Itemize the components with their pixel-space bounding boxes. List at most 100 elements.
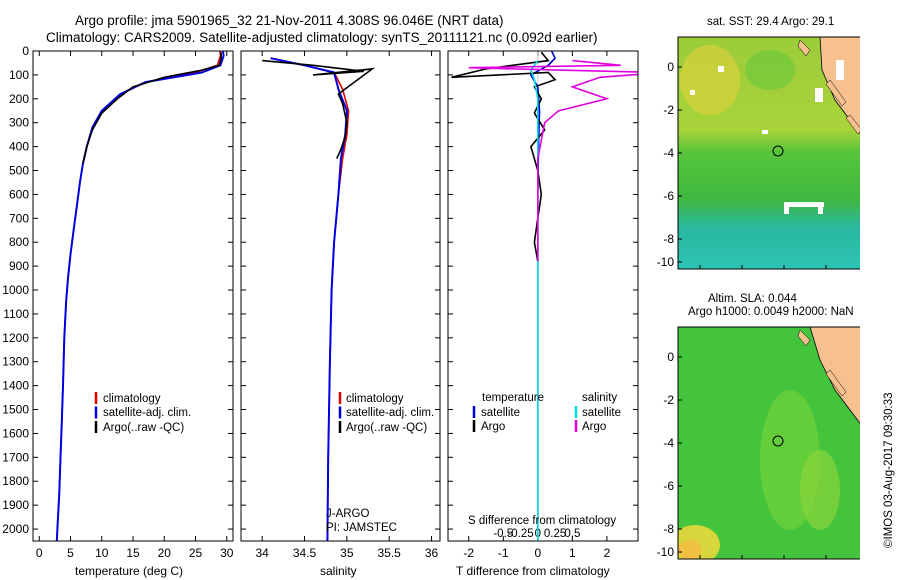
series-climatology [270,57,350,541]
map-y-tick-label: -8 [663,232,674,246]
y-tick-label: 500 [9,164,29,178]
series-satellite-adj-clim- [55,51,225,541]
map-y-tick-label: 0 [667,60,674,74]
map-y-tick-label: -2 [663,393,674,407]
y-tick-label: 200 [9,92,29,106]
sla-map-title-line1: Altim. SLA: 0.044 [708,293,797,305]
series-salinity-argo [468,59,638,262]
map-y-tick-label: -4 [663,146,674,160]
figure-title-line2: Climatology: CARS2009. Satellite-adjuste… [46,30,598,45]
x-tick-label: 35.5 [378,546,402,560]
temperature-xlabel: temperature (deg C) [75,564,184,578]
y-tick-label: 1500 [2,403,29,417]
x-tick-label: 0 [36,546,43,560]
series-satellite-adj-clim- [270,57,348,541]
y-tick-label: 1800 [2,474,29,488]
plot-frame [32,50,234,542]
y-tick-label: 1200 [2,331,29,345]
s-tick-label: -0.5 [493,528,513,540]
map-y-tick-label: -6 [663,189,674,203]
series-group [262,57,376,541]
map-y-tick-label: -10 [657,545,675,559]
map-y-tick-label: -8 [663,522,674,536]
temp-legend-climatology: climatology [103,393,161,405]
y-tick-label: 400 [9,140,29,154]
x-tick-label: 0 [534,546,541,560]
map-y-tick-label: -6 [663,479,674,493]
diff-legend-sal-argo: Argo [582,421,607,433]
s-difference-xlabel: S difference from climatology [468,515,617,527]
y-tick-label: 1400 [2,379,29,393]
series-group [451,51,638,541]
legend-swatches [94,392,578,433]
x-tick-label: 34.5 [293,546,317,560]
s-tick-label: -0.25 [507,528,533,540]
s-tick-label: 0.5 [564,528,580,540]
annotation-pi: PI: JAMSTEC [326,522,397,534]
x-tick-label: 15 [126,546,140,560]
imos-credit: ©IMOS 03-Aug-2017 09:30:33 [883,392,895,548]
y-tick-label: 300 [9,116,29,130]
x-tick-label: 34 [255,546,269,560]
y-tick-label: 600 [9,187,29,201]
plot-frame [240,50,441,542]
sal-legend-argo: Argo(..raw -QC) [346,422,428,434]
y-tick-label: 1300 [2,355,29,369]
y-tick-label: 1100 [3,307,29,321]
y-tick-label: 1000 [2,283,29,297]
x-tick-label: 35 [340,546,354,560]
x-tick-label: -2 [463,546,474,560]
map-y-tick-label: -2 [663,103,674,117]
y-tick-label: 1900 [2,498,29,512]
temp-legend-argo: Argo(..raw -QC) [103,422,185,434]
sst-map: 929496981000-2-4-6-8-10 [657,36,860,270]
series-argo [262,59,376,159]
t-difference-xlabel: T difference from climatology [456,564,610,578]
map-y-tick-label: -10 [657,255,675,269]
s-tick-label: 0.25 [544,528,566,540]
y-tick-label: 2000 [2,522,29,536]
temp-legend-satellite: satellite-adj. clim. [103,407,192,419]
sla-map-axes: 929496981000-2-4-6-8-10 [657,350,827,559]
diff-legend-salinity-header: salinity [582,392,618,404]
salinity-panel: 34 34.5 35 35.5 36 [240,50,441,560]
y-tick-label: 700 [9,211,29,225]
series-temperature-satellite [529,51,557,541]
x-tick-label: 1 [569,546,576,560]
sla-map-title-line2: Argo h1000: 0.0049 h2000: NaN [688,306,854,318]
sla-map: 929496981000-2-4-6-8-10 [657,326,860,560]
figure-title-line1: Argo profile: jma 5901965_32 21-Nov-2011… [75,13,504,28]
y-tick-label: 800 [9,235,29,249]
diff-legend-sal-satellite: satellite [582,407,621,419]
y-tick-label: 1700 [2,450,29,464]
map-y-tick-label: 0 [667,350,674,364]
y-tick-label: 1600 [2,426,29,440]
sst-map-title: sat. SST: 29.4 Argo: 29.1 [707,16,835,28]
x-tick-label: 10 [95,546,109,560]
map-y-tick-label: -4 [663,436,674,450]
sst-map-axes: 929496981000-2-4-6-8-10 [657,60,827,269]
diff-legend-temp-argo: Argo [481,421,506,433]
plot-frame [447,50,639,542]
series-climatology [56,51,222,541]
salinity-xlabel: salinity [320,564,357,578]
x-tick-label: 30 [220,546,234,560]
x-tick-label: 5 [67,546,74,560]
diff-legend-temp-satellite: satellite [481,407,520,419]
y-tick-label: 100 [9,68,29,82]
x-tick-label: 36 [425,546,439,560]
x-tick-label: -1 [498,546,509,560]
sal-legend-climatology: climatology [346,393,404,405]
series-argo [82,52,222,164]
series-temperature-argo [451,51,557,262]
series-group [55,51,225,541]
series-salinity-satellite [530,60,539,541]
y-tick-label: 0 [22,44,29,58]
temperature-panel: 0 5 10 15 20 25 300100200300400500600700800900… [2,44,233,560]
x-tick-label: 20 [158,546,172,560]
annotation-jargo: J-ARGO [326,508,370,520]
diff-legend-temperature-header: temperature [482,392,545,404]
y-tick-label: 900 [9,259,29,273]
x-tick-label: 25 [189,546,203,560]
